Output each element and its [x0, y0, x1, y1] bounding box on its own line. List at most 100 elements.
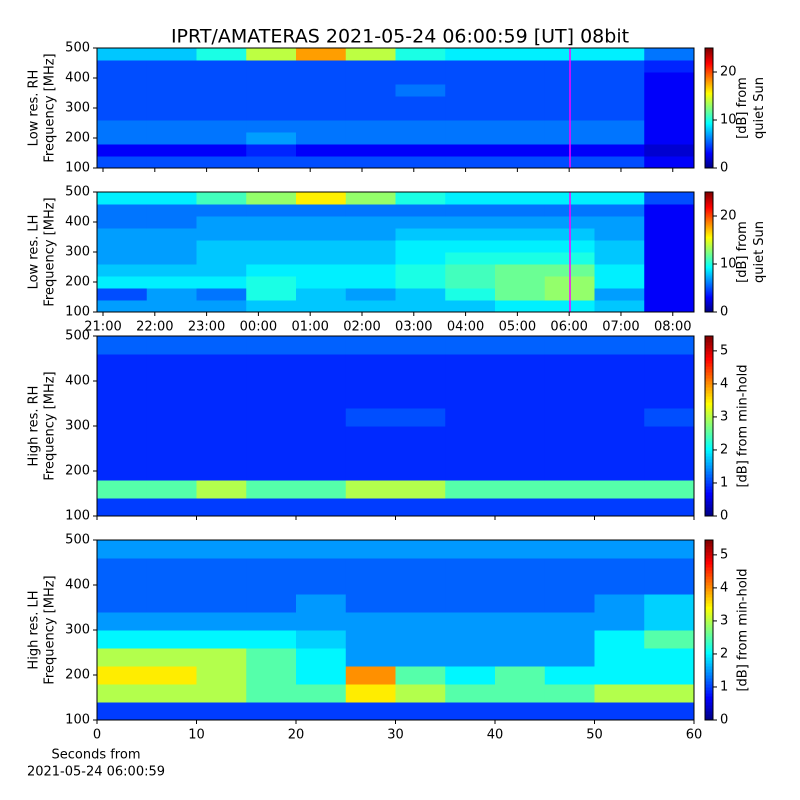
- x-tick-label: 60: [686, 728, 703, 743]
- heatmap-cell: [97, 72, 148, 85]
- heatmap-cell: [544, 444, 595, 463]
- colorbar-step: [705, 250, 713, 253]
- colorbar-step: [705, 260, 713, 263]
- x-tick-label: 02:00: [343, 320, 380, 335]
- heatmap-cell: [544, 480, 595, 499]
- colorbar-step: [705, 462, 713, 466]
- heatmap-cell: [445, 108, 496, 121]
- colorbar-step: [705, 262, 713, 265]
- heatmap-cell: [296, 336, 347, 355]
- y-tick-label: 300: [65, 101, 90, 116]
- y-tick-label: 100: [65, 713, 90, 728]
- heatmap-cell: [644, 276, 695, 289]
- heatmap-cell: [395, 630, 446, 649]
- colorbar-step: [705, 546, 713, 550]
- heatmap-cell: [644, 444, 695, 463]
- heatmap-cell: [594, 156, 645, 169]
- colorbar-step: [705, 216, 713, 219]
- colorbar-step: [705, 274, 713, 277]
- heatmap-cell: [395, 240, 446, 253]
- heatmap-cell: [246, 132, 297, 145]
- heatmap-cell: [296, 444, 347, 463]
- colorbar-frame: [704, 47, 714, 169]
- colorbar-step: [705, 642, 713, 646]
- heatmap-cell: [196, 48, 247, 61]
- colorbar-step: [705, 224, 713, 227]
- heatmap-cell: [146, 540, 197, 559]
- heatmap-cell: [445, 288, 496, 301]
- colorbar-step: [705, 248, 713, 251]
- x-tick-label: 23:00: [188, 320, 225, 335]
- heatmap-cell: [345, 108, 396, 121]
- heatmap-cell: [594, 684, 645, 703]
- heatmap-cell: [296, 108, 347, 121]
- heatmap-cell: [644, 72, 695, 85]
- colorbar-step: [705, 675, 713, 679]
- colorbar-step: [705, 230, 713, 233]
- colorbar-step: [705, 609, 713, 613]
- colorbar-step: [705, 372, 713, 376]
- heatmap-cell: [594, 144, 645, 157]
- heatmap-cell: [644, 132, 695, 145]
- heatmap-cell: [495, 666, 546, 685]
- heatmap-cell: [296, 630, 347, 649]
- colorbar-step: [705, 378, 713, 382]
- colorbar-step: [705, 280, 713, 283]
- heatmap-cell: [445, 276, 496, 289]
- heatmap-cell: [395, 612, 446, 631]
- heatmap-cell: [445, 576, 496, 595]
- y-tick-label: 300: [65, 245, 90, 260]
- heatmap-cell: [495, 648, 546, 667]
- heatmap-cell: [544, 594, 595, 613]
- heatmap-cell: [644, 354, 695, 373]
- colorbar-tick-label: 3: [720, 409, 728, 424]
- heatmap-cell: [544, 408, 595, 427]
- y-tick-label: 200: [65, 464, 90, 479]
- heatmap-cell: [495, 336, 546, 355]
- heatmap-cell: [97, 288, 148, 301]
- heatmap-cell: [644, 192, 695, 205]
- colorbar-step: [705, 68, 713, 71]
- colorbar-step: [705, 573, 713, 577]
- heatmap-cell: [445, 648, 496, 667]
- colorbar-step: [705, 238, 713, 241]
- colorbar-step: [705, 256, 713, 259]
- heatmap-cell: [445, 72, 496, 85]
- colorbar-step: [705, 152, 713, 155]
- colorbar-step: [705, 272, 713, 275]
- colorbar-step: [705, 597, 713, 601]
- heatmap-cell: [445, 132, 496, 145]
- heatmap-cell: [445, 204, 496, 217]
- heatmap-cell: [395, 264, 446, 277]
- heatmap-cell: [644, 264, 695, 277]
- heatmap-cell: [345, 702, 396, 721]
- heatmap-cell: [594, 84, 645, 97]
- x-tick-label: 01:00: [291, 320, 328, 335]
- heatmap-cell: [246, 426, 297, 445]
- heatmap-cell: [544, 540, 595, 559]
- heatmap-cell: [594, 204, 645, 217]
- colorbar-step: [705, 294, 713, 297]
- heatmap-cell: [246, 288, 297, 301]
- heatmap-cell: [495, 276, 546, 289]
- heatmap-cell: [345, 72, 396, 85]
- colorbar-step: [705, 126, 713, 129]
- heatmap-cell: [296, 264, 347, 277]
- colorbar-step: [705, 122, 713, 125]
- heatmap-cell: [246, 372, 297, 391]
- heatmap-cell: [296, 252, 347, 265]
- heatmap-cell: [644, 216, 695, 229]
- colorbar-step: [705, 196, 713, 199]
- heatmap-cell: [97, 60, 148, 73]
- heatmap-cell: [644, 84, 695, 97]
- heatmap-cell: [146, 132, 197, 145]
- y-tick-label: 300: [65, 419, 90, 434]
- colorbar-step: [705, 114, 713, 117]
- heatmap-cell: [544, 612, 595, 631]
- y-tick-label: 500: [65, 41, 90, 56]
- colorbar-step: [705, 687, 713, 691]
- heatmap-cell: [644, 228, 695, 241]
- colorbar-step: [705, 162, 713, 165]
- heatmap-cell: [495, 96, 546, 109]
- colorbar-step: [705, 136, 713, 139]
